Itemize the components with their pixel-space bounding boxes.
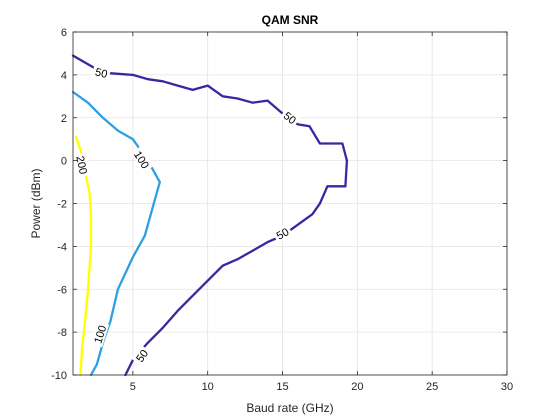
x-tick-label: 10 [202, 381, 214, 393]
y-tick-label: -6 [57, 284, 67, 296]
contour-label-50: 50 [134, 348, 151, 365]
y-tick-label: 2 [61, 113, 67, 125]
x-tick-label: 30 [501, 381, 513, 393]
y-tick-label: 4 [61, 70, 67, 82]
y-tick-label: -10 [51, 370, 67, 382]
contour-label-50: 50 [281, 110, 298, 127]
contour-label-50: 50 [94, 66, 109, 81]
x-tick-label: 15 [276, 381, 288, 393]
axis-ticks: 5 10 15 20 25 30 -10 -8 -6 -4 -2 0 2 4 6 [51, 27, 513, 393]
y-tick-label: -2 [57, 199, 67, 211]
contour-label-background [279, 107, 302, 128]
y-tick-label: 0 [61, 156, 67, 168]
contour-label-50: 50 [275, 226, 292, 243]
contour-label-background [73, 151, 92, 178]
x-tick-label: 25 [426, 381, 438, 393]
contour-line-50 [71, 54, 349, 377]
contour-label-background [130, 145, 154, 173]
y-tick-label: 6 [61, 27, 67, 39]
contour-label-background [131, 344, 152, 367]
x-axis-label: Baud rate (GHz) [246, 401, 333, 415]
contour-label-100: 100 [92, 324, 109, 345]
x-tick-label: 20 [351, 381, 363, 393]
y-axis-label: Power (dBm) [29, 168, 43, 238]
contour-label-background [89, 320, 110, 348]
chart-title: QAM SNR [262, 13, 319, 27]
contour-label-background [91, 63, 112, 81]
x-tick-label: 5 [130, 381, 136, 393]
contour-label-background [271, 223, 293, 243]
y-tick-label: -4 [57, 241, 67, 253]
y-tick-label: -8 [57, 327, 67, 339]
contour-label-200: 200 [73, 155, 89, 175]
